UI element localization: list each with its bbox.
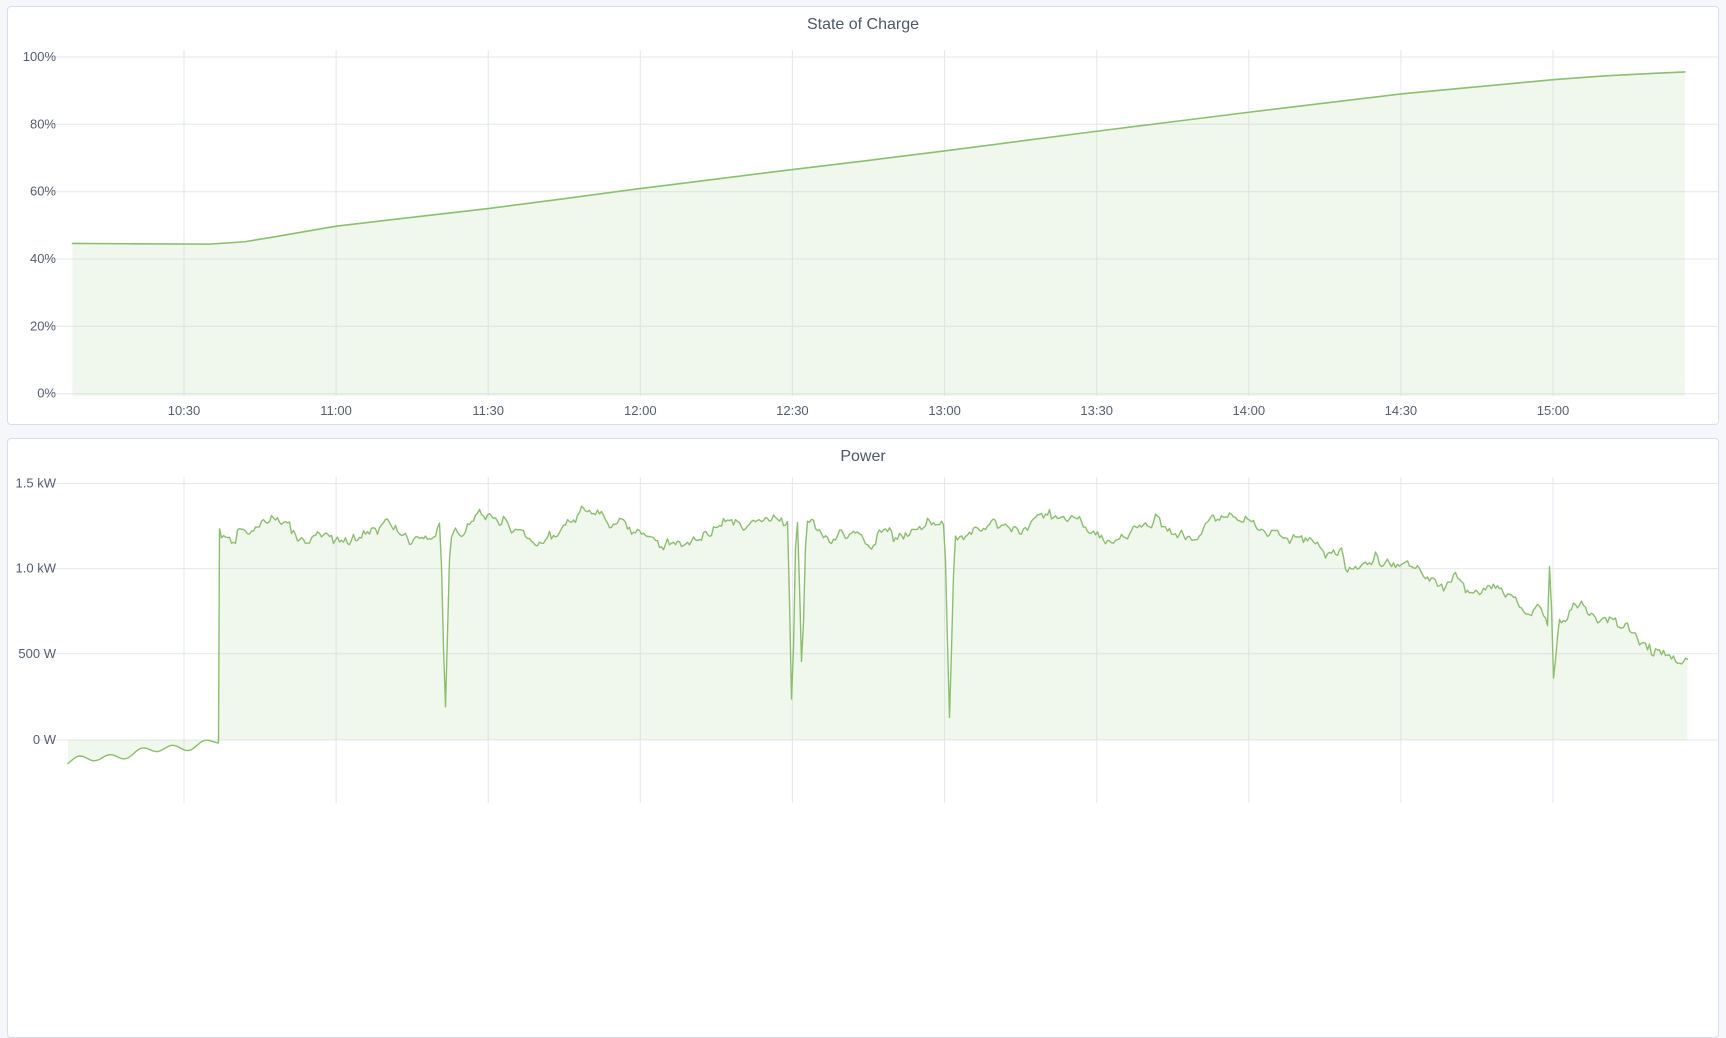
svg-text:20%: 20%	[30, 318, 56, 333]
svg-text:11:30: 11:30	[472, 403, 504, 418]
svg-text:0%: 0%	[37, 386, 56, 401]
svg-text:1.0 kW: 1.0 kW	[16, 561, 57, 576]
svg-text:40%: 40%	[30, 251, 56, 266]
svg-text:0 W: 0 W	[33, 732, 57, 747]
svg-text:14:00: 14:00	[1233, 403, 1266, 418]
svg-text:15:00: 15:00	[1537, 403, 1570, 418]
svg-text:13:00: 13:00	[928, 403, 961, 418]
svg-text:500 W: 500 W	[18, 646, 56, 661]
svg-text:12:30: 12:30	[776, 403, 809, 418]
svg-text:10:30: 10:30	[168, 403, 201, 418]
svg-text:60%: 60%	[30, 184, 56, 199]
svg-text:11:00: 11:00	[320, 403, 352, 418]
svg-text:13:30: 13:30	[1080, 403, 1113, 418]
svg-text:14:30: 14:30	[1385, 403, 1418, 418]
svg-text:12:00: 12:00	[624, 403, 657, 418]
svg-text:1.5 kW: 1.5 kW	[16, 476, 57, 491]
svg-text:80%: 80%	[30, 116, 56, 131]
svg-text:100%: 100%	[23, 49, 57, 64]
